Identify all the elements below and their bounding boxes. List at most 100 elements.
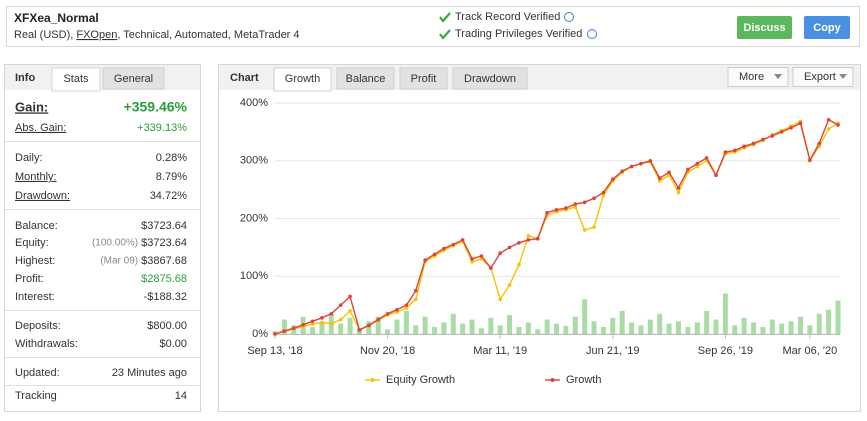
data-point [611, 177, 615, 182]
data-point [470, 257, 474, 261]
stat-value: $0.00 [159, 338, 187, 350]
tab[interactable] [452, 67, 528, 90]
bar [610, 317, 616, 334]
y-tick-label: 400% [240, 97, 268, 109]
menu-button[interactable] [727, 67, 789, 87]
tab[interactable] [399, 67, 448, 90]
tab-label[interactable]: Growth [285, 73, 320, 85]
data-point [732, 148, 737, 153]
bar [507, 314, 513, 334]
data-point [798, 121, 803, 126]
help-icon[interactable] [587, 29, 597, 39]
data-point [404, 303, 409, 307]
bar [732, 325, 738, 334]
bar [394, 319, 400, 334]
menu-label[interactable]: Export [804, 71, 836, 83]
stat-label: Daily: [15, 152, 43, 164]
button-label[interactable]: Copy [813, 22, 841, 34]
tab[interactable] [336, 67, 395, 90]
stat-note: (100.00%) [92, 238, 138, 249]
stat-label: Tracking [15, 390, 57, 402]
bar [591, 321, 597, 334]
data-point [385, 311, 390, 316]
stat-label: Drawdown: [15, 190, 70, 202]
stat-label: Equity: [15, 237, 49, 249]
data-point [592, 225, 596, 229]
tab-active[interactable] [273, 67, 332, 92]
tab-active[interactable] [51, 67, 101, 92]
data-point [470, 260, 474, 264]
bar [403, 310, 409, 334]
system-subtitle: Real (USD), FXOpen, Technical, Automated… [14, 29, 300, 41]
tab-label[interactable]: Balance [346, 73, 386, 85]
data-point [620, 169, 624, 173]
menu-button[interactable] [792, 67, 854, 87]
bar [525, 322, 531, 334]
discuss-button[interactable] [737, 16, 792, 39]
bar [338, 323, 344, 334]
tab-label[interactable]: Stats [63, 73, 89, 85]
tab-label[interactable]: Profit [411, 73, 437, 85]
bar [385, 329, 391, 334]
tab[interactable] [102, 67, 165, 90]
data-point [582, 228, 587, 232]
y-tick-label: 300% [240, 155, 268, 167]
info-panel [4, 64, 201, 412]
data-point [479, 254, 484, 258]
verified-label: Track Record Verified [455, 11, 560, 23]
stat-value: 14 [175, 390, 187, 402]
bar [694, 322, 700, 334]
bar [432, 327, 438, 334]
stat-value: -$188.32 [144, 291, 187, 303]
dropdown-arrow[interactable] [774, 74, 782, 79]
bar [816, 313, 822, 334]
bar [779, 323, 785, 334]
data-point [582, 200, 587, 205]
data-point [338, 303, 343, 307]
verified-label: Trading Privileges Verified [455, 28, 582, 40]
data-point [817, 141, 822, 146]
data-point [826, 127, 831, 131]
help-icon[interactable] [564, 12, 574, 22]
data-point [413, 288, 418, 293]
broker-link[interactable]: FXOpen [76, 29, 117, 41]
legend-label[interactable]: Equity Growth [386, 374, 455, 386]
check-icon [439, 12, 451, 23]
bar [441, 322, 447, 334]
copy-button[interactable] [804, 16, 850, 39]
bar [788, 321, 794, 334]
stat-label: Interest: [15, 291, 55, 303]
menu-label[interactable]: More [739, 71, 764, 83]
bar [600, 327, 606, 334]
data-point [320, 320, 324, 325]
dropdown-arrow[interactable] [839, 74, 847, 79]
tab-label[interactable]: Drawdown [464, 73, 516, 85]
tab-label[interactable]: General [114, 73, 153, 85]
bar [807, 325, 813, 334]
data-point [310, 319, 315, 324]
button-label[interactable]: Discuss [743, 22, 785, 34]
data-point [423, 258, 427, 262]
data-point [601, 193, 606, 198]
stat-label: Abs. Gain: [15, 122, 66, 134]
bar [516, 327, 522, 334]
subtitle-part: , Technical, Automated, MetaTrader 4 [117, 29, 299, 41]
data-point [273, 332, 277, 336]
bar [835, 300, 841, 334]
data-point [498, 297, 503, 302]
bar [769, 319, 775, 334]
bar [478, 328, 484, 334]
data-point [657, 179, 662, 183]
chart: 0% 100% 200% 300% 400% Sep 13, '18 Nov 20, '18… [240, 97, 841, 386]
data-point [751, 141, 756, 146]
stat-label: Deposits: [15, 320, 61, 332]
data-point [742, 144, 746, 149]
bar [675, 321, 681, 334]
legend-label[interactable]: Growth [566, 374, 601, 386]
data-point [723, 150, 728, 154]
data-point [395, 307, 399, 312]
stat-value: $3723.64 [141, 220, 187, 232]
x-tick-label: Nov 20, '18 [360, 345, 415, 357]
stat-value: +359.46% [124, 99, 188, 115]
data-point [320, 316, 324, 320]
